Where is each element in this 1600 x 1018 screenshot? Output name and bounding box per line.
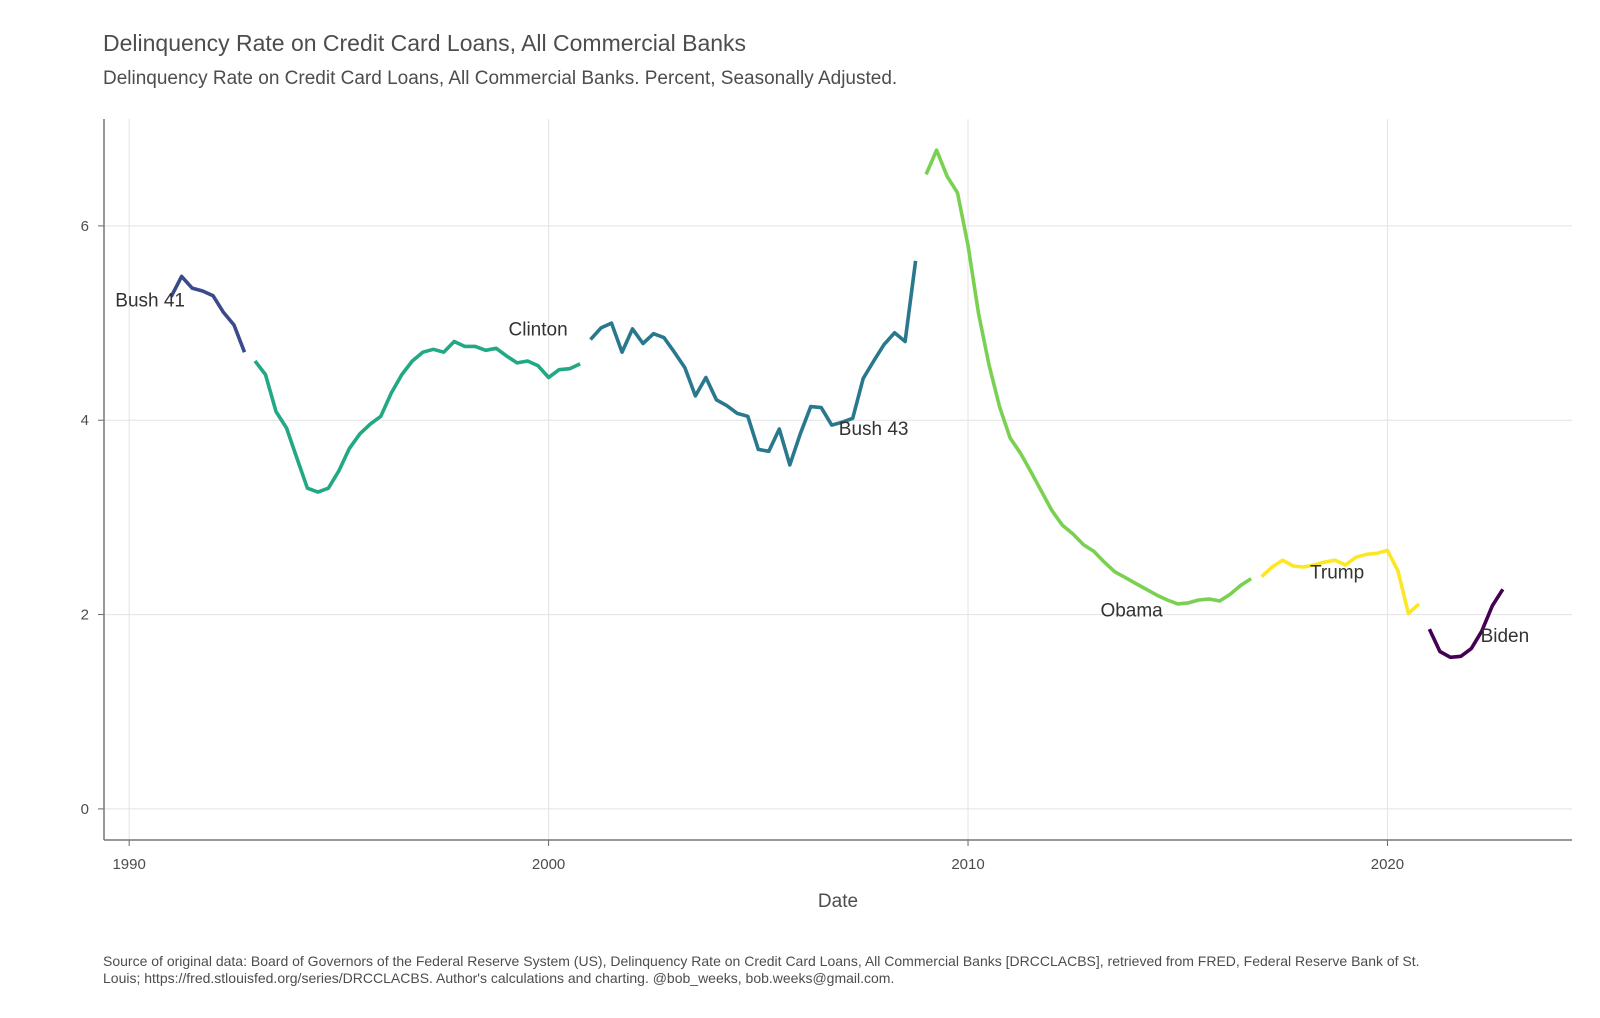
y-tick-label: 4: [81, 412, 89, 429]
series-line: [924, 148, 1253, 606]
x-tick-label: 2010: [951, 856, 984, 873]
series-label: Bush 43: [839, 419, 909, 440]
series-line: [1260, 548, 1421, 616]
y-tick-label: 2: [81, 607, 89, 624]
series-label: Clinton: [509, 320, 568, 341]
y-tick-label: 0: [81, 801, 89, 818]
y-tick-label: 6: [81, 218, 89, 235]
series-label: Trump: [1310, 563, 1364, 584]
series-label: Biden: [1481, 626, 1530, 647]
series-label: Obama: [1100, 601, 1163, 622]
series-line: [253, 339, 581, 494]
source-caption: Source of original data: Board of Govern…: [103, 953, 1420, 986]
chart-subtitle: Delinquency Rate on Credit Card Loans, A…: [103, 68, 898, 89]
series-line: [589, 260, 918, 467]
x-tick-label: 2020: [1371, 856, 1404, 873]
axes: 1990 2000 2010 2020 0 2 4 6: [81, 119, 1572, 873]
chart-title: Delinquency Rate on Credit Card Loans, A…: [103, 30, 747, 56]
series-line: [1427, 588, 1505, 660]
series-labels: Bush 41 Clinton Bush 43 Obama Trump Biden: [115, 291, 1529, 647]
grid-lines: [104, 119, 1572, 840]
series-label: Bush 41: [115, 291, 185, 312]
series-line: [169, 274, 247, 353]
series-lines: [169, 148, 1505, 660]
x-axis-title: Date: [818, 891, 858, 912]
x-tick-label: 1990: [112, 856, 145, 873]
x-tick-label: 2000: [532, 856, 565, 873]
